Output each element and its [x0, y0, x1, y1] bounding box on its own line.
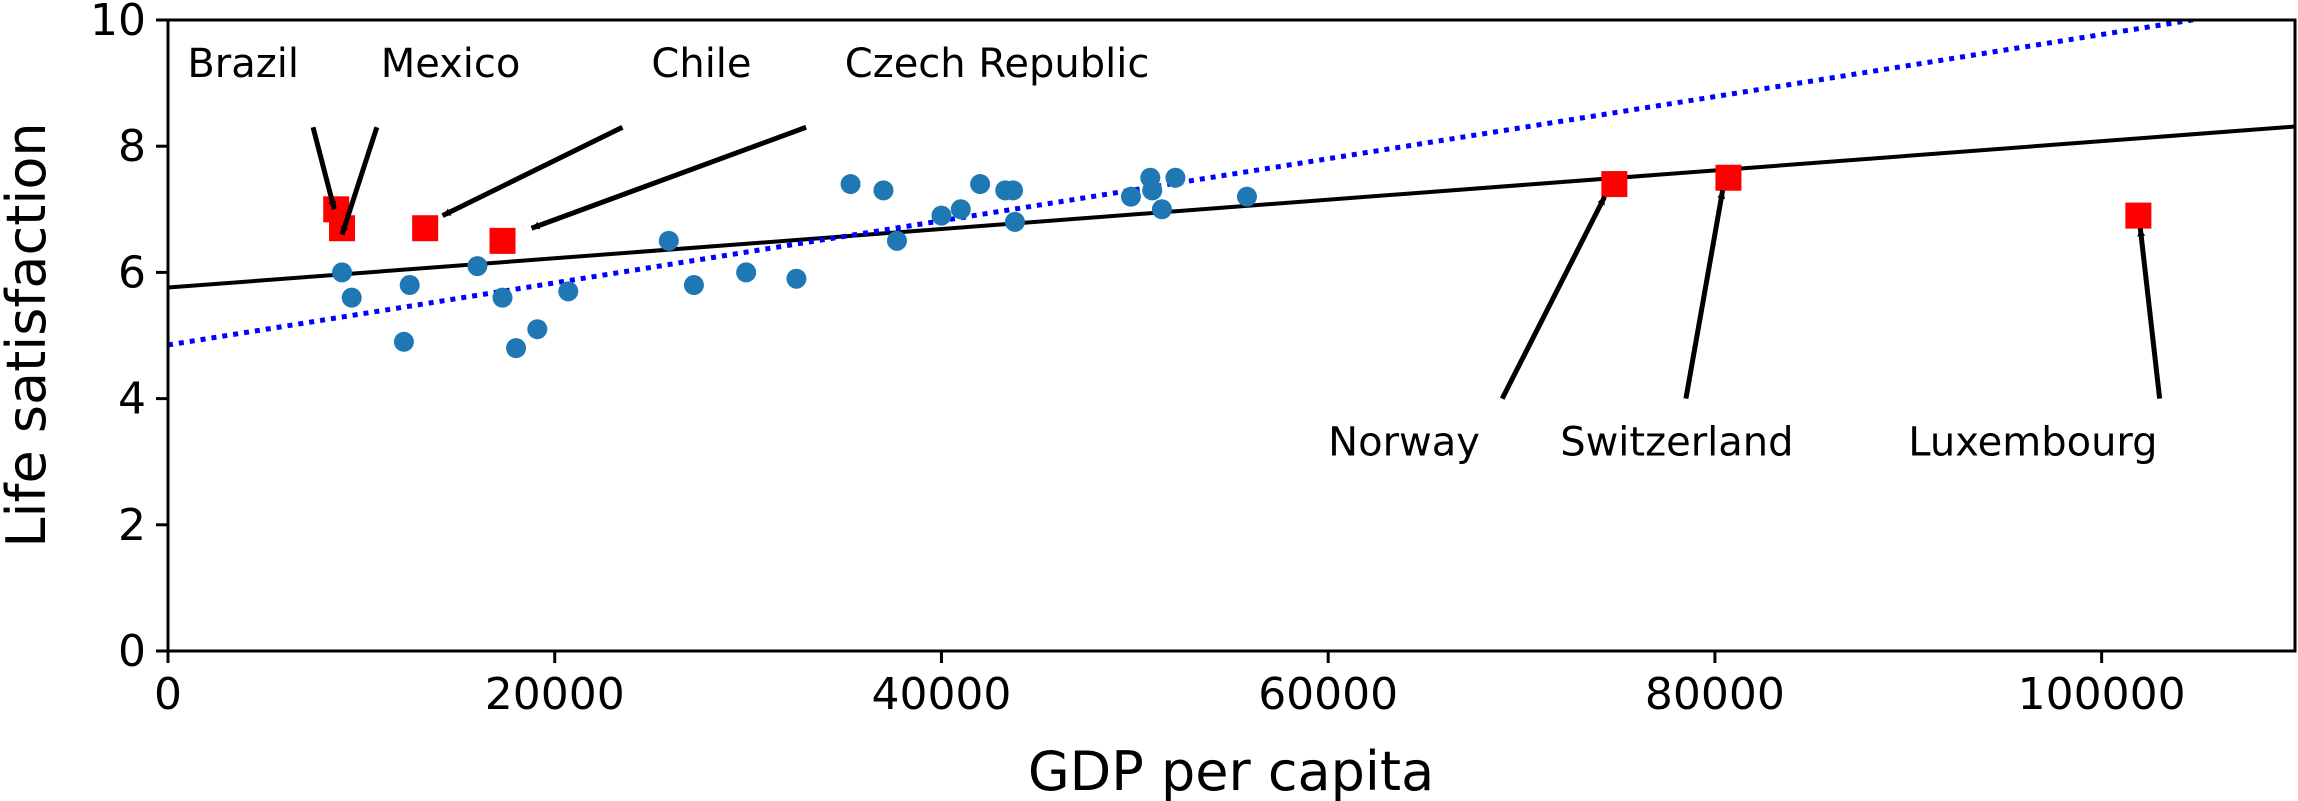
- annotation-label: Brazil: [187, 41, 299, 87]
- y-tick-label: 4: [118, 374, 146, 425]
- y-tick-label: 0: [118, 626, 146, 677]
- data-point: [658, 230, 679, 251]
- data-point: [950, 199, 971, 220]
- annotation-label: Luxembourg: [1908, 419, 2157, 465]
- highlight-point: [412, 215, 439, 242]
- data-point: [558, 281, 579, 302]
- annotation-arrow: [1499, 195, 1607, 400]
- y-tick-label: 10: [90, 0, 146, 46]
- plot-area-frame: [166, 18, 2297, 653]
- data-point: [1142, 180, 1163, 201]
- x-tick-label: 40000: [871, 669, 1011, 720]
- x-tick-label: 20000: [485, 669, 625, 720]
- data-point: [506, 338, 527, 359]
- data-point: [886, 230, 907, 251]
- data-point: [1002, 180, 1023, 201]
- data-point: [970, 174, 991, 195]
- data-point: [341, 287, 362, 308]
- annotation-label: Norway: [1328, 419, 1480, 465]
- data-point: [873, 180, 894, 201]
- y-tick-label: 8: [118, 121, 146, 172]
- data-point: [1151, 199, 1172, 220]
- trend-lines: [168, 20, 2295, 348]
- data-point: [840, 174, 861, 195]
- y-tick-label: 6: [118, 247, 146, 298]
- data-point: [492, 287, 513, 308]
- data-point: [332, 262, 353, 283]
- x-tick-label: 0: [154, 669, 182, 720]
- annotation-label: Switzerland: [1560, 419, 1793, 465]
- annotation-labels: Brazil Mexico Chile Czech Republic Norway Swi…: [187, 41, 2157, 466]
- annotation-arrow: [339, 126, 380, 236]
- data-point: [1120, 186, 1141, 207]
- data-point: [683, 275, 704, 296]
- data-point: [399, 275, 420, 296]
- data-point: [527, 319, 548, 340]
- annotation-arrow: [530, 124, 807, 231]
- x-axis-label: GDP per capita: [1028, 740, 1434, 801]
- data-point: [786, 268, 807, 289]
- y-tick-label: 2: [118, 500, 146, 551]
- x-tick-label: 60000: [1258, 669, 1398, 720]
- highlight-point: [1715, 164, 1742, 191]
- annotation-label: Czech Republic: [845, 41, 1150, 87]
- annotation-arrows: [310, 124, 2163, 400]
- data-point: [1236, 186, 1257, 207]
- x-tick-label: 80000: [1645, 669, 1785, 720]
- data-point: [931, 205, 952, 226]
- annotation-arrow: [1683, 189, 1726, 400]
- highlight-point: [2125, 202, 2152, 229]
- x-tick-label: 100000: [2018, 669, 2186, 720]
- points-layer: [323, 164, 2152, 359]
- solid-fit-line: [168, 124, 2295, 290]
- dotted-fit-line: [168, 20, 2208, 348]
- y-axis-ticks: 0 2 4 6 8 10: [90, 0, 168, 677]
- y-axis-label: Life satisfaction: [0, 122, 58, 547]
- data-point: [393, 331, 414, 352]
- data-point: [1004, 211, 1025, 232]
- data-point: [1165, 167, 1186, 188]
- x-axis-ticks: 0 20000 40000 60000 80000 100000: [154, 651, 2186, 720]
- highlight-point: [1601, 171, 1628, 198]
- data-point: [736, 262, 757, 283]
- annotation-arrow: [2137, 227, 2163, 399]
- annotation-arrow: [441, 125, 624, 218]
- annotation-label: Mexico: [381, 41, 521, 87]
- data-point: [467, 256, 488, 277]
- annotation-arrow: [310, 126, 337, 210]
- highlight-point: [489, 227, 516, 254]
- annotation-label: Chile: [651, 41, 751, 87]
